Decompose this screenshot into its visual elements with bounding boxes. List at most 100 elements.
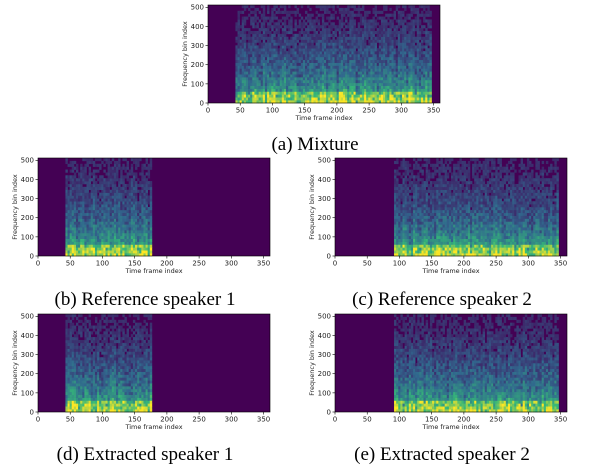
spectrogram-reference-speaker-2: 0 50 100 150 200 250 300 350 0 100 200 300 400 500 Tim… [307, 155, 577, 279]
heatmap-cells-extracted-speaker-1 [65, 314, 153, 413]
plot-frame-reference-speaker-1 [37, 157, 271, 257]
heatmap-cells-reference-speaker-2 [394, 158, 559, 257]
caption-reference-speaker-2: (c) Reference speaker 2 [352, 289, 532, 310]
y-tick-label-reference-speaker-1-4: 400 [21, 176, 34, 184]
y-axis-label-reference-speaker-1: Frequency bin index [11, 174, 19, 240]
x-tick-label-extracted-speaker-2-3: 150 [425, 416, 438, 424]
spectrogram-extracted-speaker-1: 0 50 100 150 200 250 300 350 0 100 200 300 400 500 Tim… [10, 311, 280, 435]
y-tick-label-reference-speaker-2-3: 300 [318, 195, 331, 203]
x-tick-label-mixture-6: 300 [395, 107, 408, 115]
x-axis-label-mixture: Time frame index [294, 114, 352, 122]
y-tick-label-extracted-speaker-2-4: 400 [318, 332, 331, 340]
y-tick-label-reference-speaker-1-2: 200 [21, 214, 34, 222]
x-tick-label-extracted-speaker-1-5: 250 [192, 416, 205, 424]
caption-mixture: (a) Mixture [271, 134, 359, 155]
y-tick-label-mixture-0: 0 [200, 99, 204, 107]
y-tick-label-mixture-2: 200 [191, 61, 204, 69]
x-tick-label-reference-speaker-2-7: 350 [554, 260, 567, 268]
y-tick-label-extracted-speaker-1-5: 500 [21, 313, 34, 321]
x-tick-label-mixture-2: 100 [266, 107, 279, 115]
x-tick-label-reference-speaker-2-6: 300 [522, 260, 535, 268]
x-tick-label-extracted-speaker-1-2: 100 [96, 416, 109, 424]
y-tick-label-reference-speaker-1-0: 0 [30, 252, 34, 260]
x-tick-label-extracted-speaker-2-1: 50 [363, 416, 372, 424]
x-tick-label-mixture-4: 200 [330, 107, 343, 115]
y-tick-label-extracted-speaker-2-0: 0 [327, 408, 331, 416]
x-tick-label-reference-speaker-2-5: 250 [489, 260, 502, 268]
x-tick-label-extracted-speaker-1-1: 50 [66, 416, 75, 424]
plot-frame-extracted-speaker-2 [334, 313, 568, 413]
x-tick-label-reference-speaker-2-1: 50 [363, 260, 372, 268]
y-tick-label-mixture-5: 500 [191, 4, 204, 12]
x-axis-label-extracted-speaker-2: Time frame index [421, 423, 479, 431]
x-tick-label-mixture-0: 0 [206, 107, 210, 115]
x-tick-label-extracted-speaker-2-0: 0 [333, 416, 337, 424]
x-tick-label-extracted-speaker-2-4: 200 [457, 416, 470, 424]
x-tick-label-extracted-speaker-1-7: 350 [257, 416, 270, 424]
x-tick-label-extracted-speaker-1-4: 200 [160, 416, 173, 424]
y-axis-label-extracted-speaker-2: Frequency bin index [308, 330, 316, 396]
x-tick-label-extracted-speaker-1-6: 300 [225, 416, 238, 424]
caption-extracted-speaker-1: (d) Extracted speaker 1 [56, 444, 234, 465]
x-tick-label-reference-speaker-2-0: 0 [333, 260, 337, 268]
y-tick-label-extracted-speaker-1-3: 300 [21, 351, 34, 359]
y-tick-label-reference-speaker-1-3: 300 [21, 195, 34, 203]
plot-frame-reference-speaker-2 [334, 157, 568, 257]
x-tick-label-reference-speaker-1-3: 150 [128, 260, 141, 268]
x-tick-label-extracted-speaker-2-5: 250 [489, 416, 502, 424]
y-tick-label-reference-speaker-2-2: 200 [318, 214, 331, 222]
x-tick-label-reference-speaker-1-2: 100 [96, 260, 109, 268]
y-axis-label-mixture: Frequency bin index [181, 21, 189, 87]
x-tick-label-extracted-speaker-1-3: 150 [128, 416, 141, 424]
spectrogram-reference-speaker-1: 0 50 100 150 200 250 300 350 0 100 200 300 400 500 Tim… [10, 155, 280, 279]
spectrogram-extracted-speaker-2: 0 50 100 150 200 250 300 350 0 100 200 300 400 500 Tim… [307, 311, 577, 435]
x-tick-label-reference-speaker-1-6: 300 [225, 260, 238, 268]
y-tick-label-mixture-1: 100 [191, 80, 204, 88]
y-tick-label-extracted-speaker-1-4: 400 [21, 332, 34, 340]
x-axis-label-reference-speaker-2: Time frame index [421, 267, 479, 275]
x-axis-label-extracted-speaker-1: Time frame index [124, 423, 182, 431]
y-axis-label-extracted-speaker-1: Frequency bin index [11, 330, 19, 396]
heatmap-cells-mixture [235, 5, 432, 104]
heatmap-cells-reference-speaker-1 [65, 158, 153, 257]
x-tick-label-reference-speaker-1-1: 50 [66, 260, 75, 268]
x-tick-label-extracted-speaker-2-6: 300 [522, 416, 535, 424]
x-tick-label-mixture-1: 50 [236, 107, 245, 115]
heatmap-cells-extracted-speaker-2 [394, 314, 559, 413]
y-tick-label-reference-speaker-2-0: 0 [327, 252, 331, 260]
y-tick-label-extracted-speaker-1-0: 0 [30, 408, 34, 416]
y-tick-label-mixture-4: 400 [191, 23, 204, 31]
x-tick-label-extracted-speaker-2-2: 100 [393, 416, 406, 424]
x-tick-label-reference-speaker-2-3: 150 [425, 260, 438, 268]
y-tick-label-reference-speaker-2-5: 500 [318, 157, 331, 165]
y-tick-label-extracted-speaker-1-1: 100 [21, 389, 34, 397]
y-tick-label-extracted-speaker-1-2: 200 [21, 370, 34, 378]
y-tick-label-extracted-speaker-2-3: 300 [318, 351, 331, 359]
y-tick-label-reference-speaker-1-5: 500 [21, 157, 34, 165]
x-tick-label-reference-speaker-2-2: 100 [393, 260, 406, 268]
y-tick-label-extracted-speaker-2-5: 500 [318, 313, 331, 321]
x-tick-label-reference-speaker-1-0: 0 [36, 260, 40, 268]
y-tick-label-extracted-speaker-2-2: 200 [318, 370, 331, 378]
y-tick-label-extracted-speaker-2-1: 100 [318, 389, 331, 397]
x-tick-label-reference-speaker-2-4: 200 [457, 260, 470, 268]
x-tick-label-reference-speaker-1-4: 200 [160, 260, 173, 268]
x-axis-label-reference-speaker-1: Time frame index [124, 267, 182, 275]
y-axis-label-reference-speaker-2: Frequency bin index [308, 174, 316, 240]
x-tick-label-reference-speaker-1-5: 250 [192, 260, 205, 268]
spectrogram-mixture: 0 50 100 150 200 250 300 350 0 100 200 300 400 500 Tim… [180, 2, 450, 126]
x-tick-label-extracted-speaker-1-0: 0 [36, 416, 40, 424]
x-tick-label-mixture-5: 250 [362, 107, 375, 115]
caption-extracted-speaker-2: (e) Extracted speaker 2 [354, 444, 530, 465]
x-tick-label-mixture-7: 350 [427, 107, 440, 115]
plot-frame-extracted-speaker-1 [37, 313, 271, 413]
y-tick-label-mixture-3: 300 [191, 42, 204, 50]
caption-reference-speaker-1: (b) Reference speaker 1 [54, 289, 236, 310]
x-tick-label-mixture-3: 150 [298, 107, 311, 115]
x-tick-label-extracted-speaker-2-7: 350 [554, 416, 567, 424]
x-tick-label-reference-speaker-1-7: 350 [257, 260, 270, 268]
y-tick-label-reference-speaker-1-1: 100 [21, 233, 34, 241]
plot-frame-mixture [207, 4, 441, 104]
y-tick-label-reference-speaker-2-4: 400 [318, 176, 331, 184]
y-tick-label-reference-speaker-2-1: 100 [318, 233, 331, 241]
